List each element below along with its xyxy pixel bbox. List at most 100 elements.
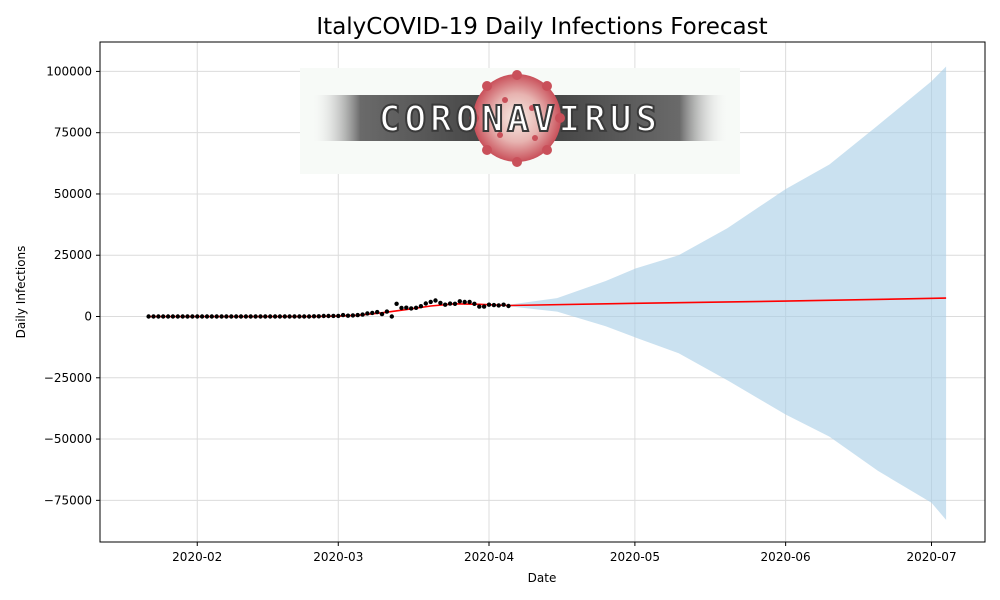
observed-point <box>462 299 467 305</box>
observed-point <box>379 311 385 317</box>
observed-point <box>219 314 224 319</box>
observed-point <box>350 313 356 318</box>
virus-icon <box>469 70 565 167</box>
observed-point <box>384 309 390 314</box>
observed-point <box>399 305 404 311</box>
chart-title: ItalyCOVID-19 Daily Infections Forecast <box>316 14 767 40</box>
observed-point <box>345 313 351 318</box>
observed-point <box>331 313 336 319</box>
observed-point <box>433 298 438 303</box>
observed-point <box>311 314 317 319</box>
observed-point <box>365 311 370 316</box>
observed-point <box>243 314 249 319</box>
observed-point <box>321 313 326 319</box>
observed-point <box>306 314 312 319</box>
observed-point <box>404 305 409 310</box>
banner-text: CORONAVIRUS <box>379 99 661 140</box>
observed-point <box>370 310 375 316</box>
observed-point <box>287 314 292 319</box>
observed-point <box>389 314 394 319</box>
y-tick-label: −75000 <box>44 493 92 507</box>
observed-point <box>360 312 365 317</box>
observed-point <box>481 304 487 309</box>
observed-point <box>258 314 263 319</box>
observed-point <box>156 314 161 319</box>
observed-point <box>268 314 273 319</box>
y-tick-label: 25000 <box>54 248 92 262</box>
observed-point <box>438 300 443 306</box>
observed-point <box>151 314 156 319</box>
x-tick-label: 2020-04 <box>464 550 514 564</box>
observed-point <box>214 314 219 319</box>
x-tick-label: 2020-06 <box>761 550 811 564</box>
observed-point <box>467 299 472 305</box>
observed-point <box>340 312 346 318</box>
y-tick-label: 75000 <box>54 126 92 140</box>
observed-point <box>491 302 497 308</box>
observed-point <box>326 313 331 319</box>
observed-point <box>316 314 321 319</box>
observed-point <box>282 314 287 319</box>
observed-point <box>297 314 302 319</box>
observed-point <box>292 314 297 319</box>
forecast-interval-band <box>508 66 947 520</box>
y-axis-label: Daily Infections <box>14 246 28 339</box>
x-tick-label: 2020-03 <box>313 550 363 564</box>
y-tick-label: −25000 <box>44 371 92 385</box>
observed-point <box>248 314 253 319</box>
observed-point <box>161 314 166 319</box>
observed-point <box>457 299 462 304</box>
observed-point <box>506 303 511 309</box>
plot-frame <box>99 41 986 543</box>
observed-point <box>234 314 239 319</box>
observed-point <box>224 314 229 319</box>
observed-point <box>486 302 492 307</box>
observed-point <box>336 313 341 319</box>
observed-point <box>263 314 268 319</box>
y-tick-label: −50000 <box>44 432 92 446</box>
observed-point <box>204 314 210 319</box>
observed-point <box>375 309 380 315</box>
observed-point <box>472 301 477 306</box>
x-tick-label: 2020-07 <box>906 550 956 564</box>
observed-point <box>355 312 360 318</box>
observed-point <box>496 303 501 308</box>
observed-point <box>195 314 200 319</box>
observed-point <box>452 301 458 306</box>
x-tick-label: 2020-05 <box>610 550 660 564</box>
observed-point <box>209 314 214 319</box>
uncertainty-area <box>508 66 947 520</box>
observed-point <box>413 305 419 310</box>
observed-point <box>277 314 283 319</box>
observed-point <box>199 314 205 319</box>
observed-point <box>238 314 244 319</box>
observed-point <box>302 314 307 319</box>
observed-point <box>165 314 171 319</box>
coronavirus-banner: CORONAVIRUS <box>300 68 740 174</box>
x-axis: 2020-02 2020-03 2020-04 2020-05 2020-06 2020-… <box>172 542 957 564</box>
observed-point <box>394 301 399 306</box>
y-axis: −75000 −50000 −25000 0 25000 50000 75000 100000 <box>44 64 100 507</box>
observed-point <box>253 314 258 319</box>
x-tick-label: 2020-02 <box>172 550 222 564</box>
y-tick-label: 0 <box>84 310 92 324</box>
observed-point <box>423 301 428 306</box>
observed-point <box>428 299 433 305</box>
observed-point <box>229 314 234 319</box>
y-tick-label: 100000 <box>46 64 92 78</box>
observed-point <box>146 314 151 319</box>
x-axis-label: Date <box>528 571 557 585</box>
observed-point <box>477 304 482 309</box>
observed-point <box>175 314 180 319</box>
observed-point <box>170 314 176 319</box>
observed-point <box>190 314 195 319</box>
observed-point <box>180 314 185 319</box>
observed-point <box>418 304 424 309</box>
observed-point <box>272 314 278 319</box>
observed-point <box>185 314 190 319</box>
observed-point <box>409 306 414 311</box>
observed-point <box>501 302 506 307</box>
y-tick-label: 50000 <box>54 187 92 201</box>
observed-point <box>443 302 448 307</box>
